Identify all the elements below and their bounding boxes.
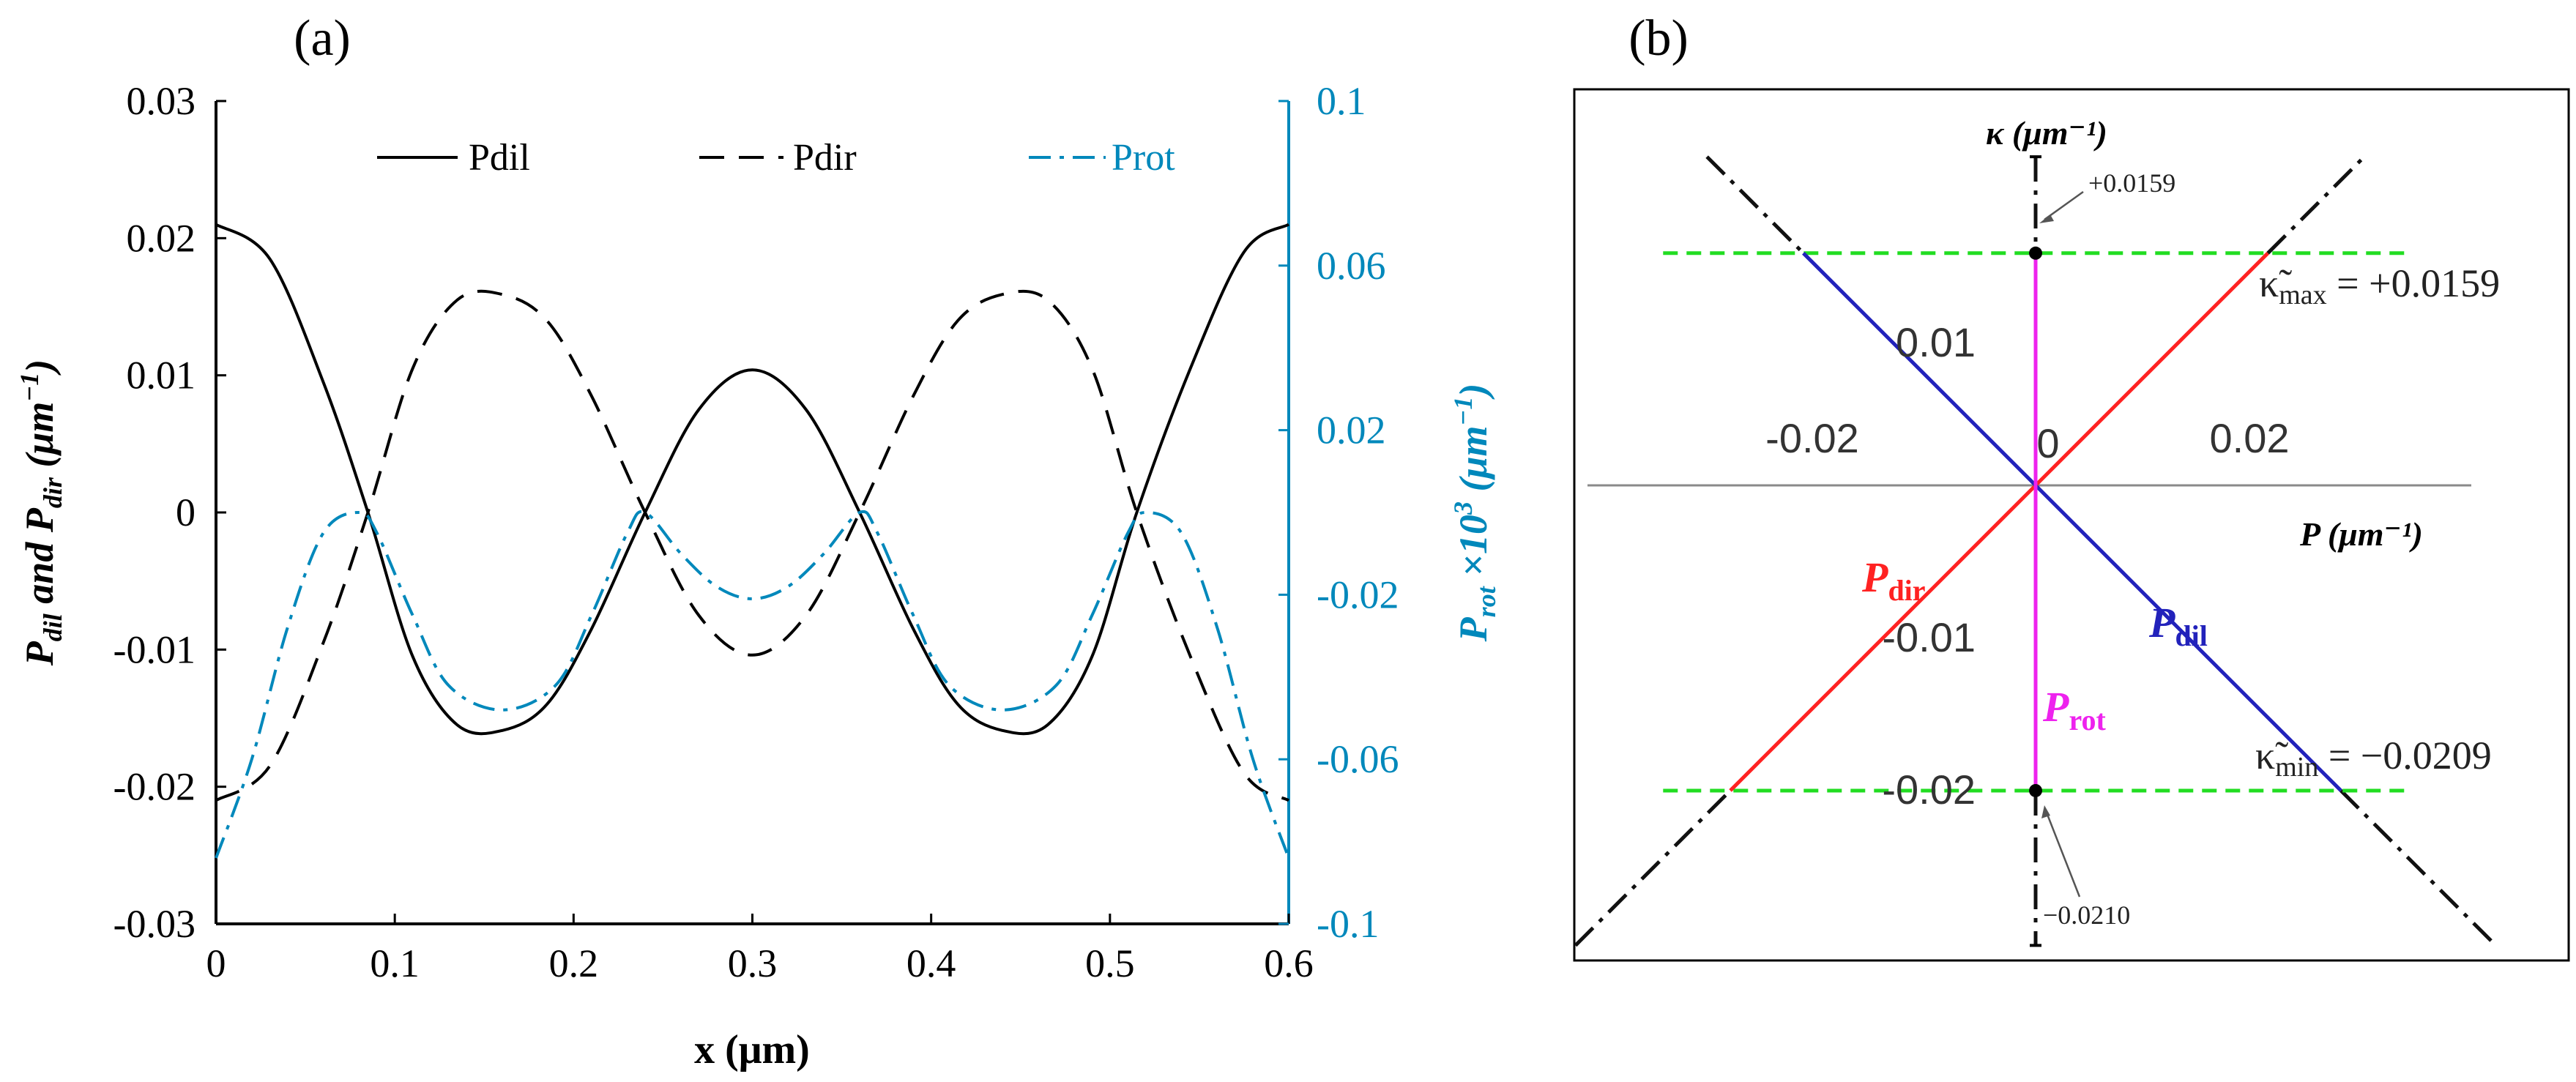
- y-right-tick-label: 0.1: [1317, 79, 1366, 123]
- y-right-tick-label: 0.06: [1317, 244, 1386, 288]
- annotation-bottom-value: −0.0210: [2043, 900, 2130, 930]
- p-axis-label: P (μm⁻¹): [2299, 515, 2423, 553]
- panel-b-label: (b): [1628, 10, 1689, 67]
- pdil-line-label: Pdil: [2148, 599, 2208, 652]
- legend-label-pdil: Pdil: [469, 137, 530, 179]
- pdir-line: [1729, 252, 2269, 792]
- tick-label-k-neg0.01: -0.01: [1882, 614, 1976, 660]
- pdir-extension-line: [2266, 155, 2366, 255]
- y-right-tick-label: 0.02: [1317, 408, 1386, 452]
- x-tick-label: 0: [206, 941, 226, 985]
- panel-a-series: [215, 223, 1290, 859]
- x-tick-label: 0.5: [1085, 941, 1135, 985]
- panel-a: (a) 0 0.1 0.2 0.3 0.4 0.5 0.6-0.03-0.02-0.0100…: [15, 10, 1501, 1072]
- kappa-min-marker: [2029, 783, 2042, 797]
- series-line-prot: [215, 510, 1290, 859]
- pdil-line: [1802, 252, 2342, 792]
- panel-b-lines: [1574, 155, 2498, 947]
- pdil-extension-line: [1705, 155, 1805, 255]
- y-tick-label: -0.02: [113, 765, 196, 809]
- panel-b: (b) 0.01 -0.01 -0.02 -0.02 0.02 0 κ (μm⁻…: [1573, 10, 2570, 962]
- left-y-axis-label: Pdil and Pdir (μm−1): [15, 359, 67, 666]
- panel-a-ticks: 0 0.1 0.2 0.3 0.4 0.5 0.6 -0.03 -0.02 -0.01 0 0.01 0…: [113, 79, 1399, 985]
- pdil-extension-line: [2339, 789, 2498, 947]
- x-axis-label: x (μm): [694, 1027, 810, 1072]
- y-tick-label: 0.02: [127, 216, 196, 260]
- y-tick-label: 0.03: [127, 79, 196, 123]
- x-tick-label: 0.3: [728, 941, 778, 985]
- y-tick-label: -0.01: [113, 627, 196, 671]
- annotation-top-arrow: [2044, 190, 2084, 221]
- tick-label-k-neg0.02: -0.02: [1882, 766, 1976, 813]
- tick-label-origin: 0: [2036, 420, 2059, 466]
- y-tick-label: 0: [176, 490, 196, 534]
- kappa-axis-label: κ (μm⁻¹): [1986, 114, 2107, 152]
- x-tick-label: 0.6: [1264, 941, 1314, 985]
- x-tick-label: 0.4: [907, 941, 956, 985]
- series-line-pdil: [215, 223, 1290, 736]
- pdir-line-label: Pdir: [1861, 553, 1926, 607]
- pdir-extension-line: [1574, 789, 1732, 947]
- right-y-axis-label: Prot ×103 (μm−1): [1448, 384, 1501, 643]
- series-line-pdir: [215, 289, 1290, 802]
- kappa-min-label: κ̃min = −0.0209: [2255, 734, 2492, 783]
- x-tick-label: 0.1: [370, 941, 420, 985]
- tick-label-p-neg0.02: -0.02: [1765, 415, 1859, 461]
- tick-label-k-0.01: 0.01: [1896, 319, 1976, 365]
- y-tick-label: 0.01: [127, 354, 196, 398]
- y-right-tick-label: -0.06: [1317, 737, 1399, 781]
- annotation-top-arrowhead: [2039, 214, 2054, 223]
- panel-a-label: (a): [294, 10, 351, 67]
- kappa-max-label: κ̃max = +0.0159: [2259, 261, 2500, 310]
- legend-label-pdir: Pdir: [793, 137, 857, 179]
- annotation-bottom-arrowhead: [2041, 805, 2050, 818]
- prot-line-label: Prot: [2042, 683, 2106, 736]
- y-right-tick-label: -0.1: [1317, 902, 1379, 946]
- annotation-bottom-arrow: [2045, 812, 2081, 898]
- y-right-tick-label: -0.02: [1317, 572, 1399, 616]
- annotation-top-value: +0.0159: [2088, 168, 2175, 198]
- tick-label-p-0.02: 0.02: [2210, 415, 2290, 461]
- legend: Pdil Pdir Prot: [377, 137, 1175, 179]
- kappa-max-marker: [2029, 246, 2042, 260]
- y-tick-label: -0.03: [113, 902, 196, 946]
- x-tick-label: 0.2: [549, 941, 599, 985]
- panel-b-frame: [1573, 88, 2570, 962]
- legend-label-prot: Prot: [1112, 137, 1175, 179]
